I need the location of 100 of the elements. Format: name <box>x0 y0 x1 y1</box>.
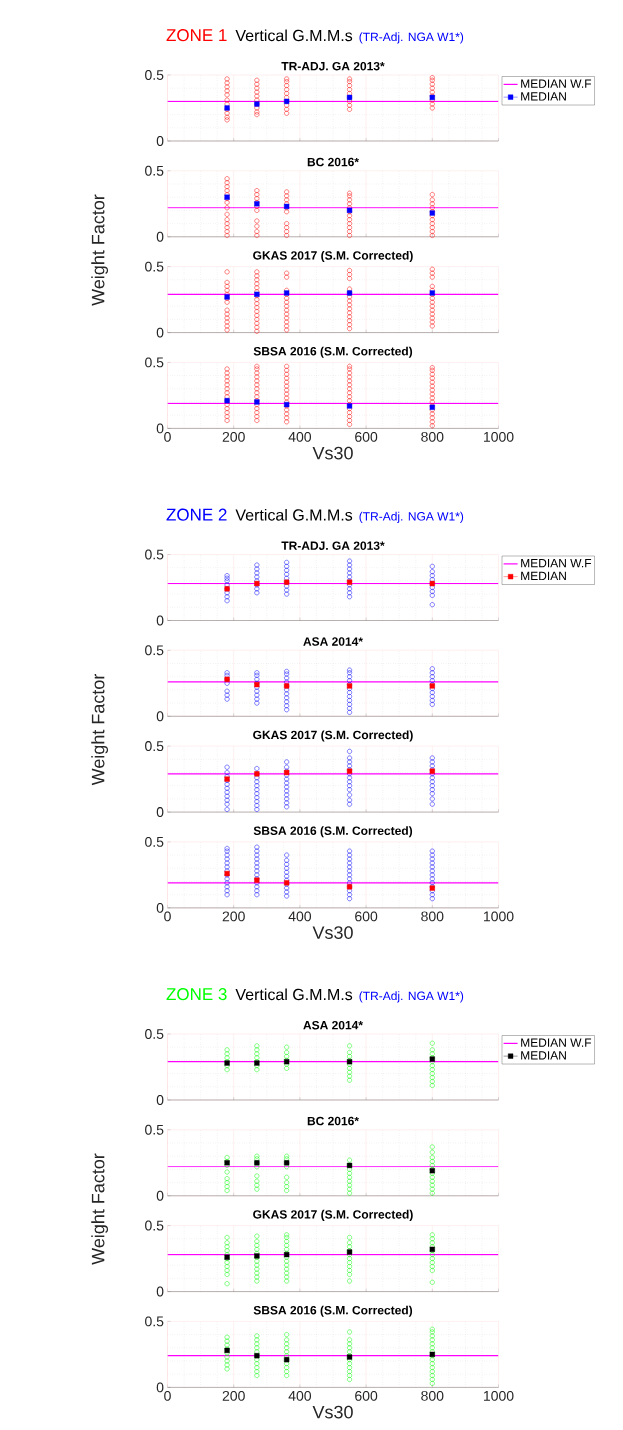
point <box>347 1170 352 1176</box>
point <box>284 1184 290 1189</box>
point <box>347 79 352 85</box>
point <box>224 582 230 588</box>
point <box>254 807 260 812</box>
point <box>429 1083 435 1088</box>
point <box>254 320 260 326</box>
point <box>254 1173 260 1179</box>
point <box>347 1271 352 1277</box>
point <box>284 885 290 891</box>
point <box>429 299 435 305</box>
point <box>284 1065 290 1071</box>
point <box>254 766 260 771</box>
point <box>347 888 352 894</box>
point <box>429 270 435 276</box>
point <box>224 1244 230 1250</box>
y-tick-label: 0 <box>156 807 164 818</box>
legend-label: MEDIAN <box>521 92 566 101</box>
point <box>347 1174 352 1180</box>
point <box>254 1369 260 1374</box>
point <box>429 423 435 429</box>
point <box>429 569 435 575</box>
point <box>284 371 290 377</box>
y-tick-label: 0 <box>156 1095 164 1105</box>
point <box>254 791 260 797</box>
point <box>254 1373 260 1378</box>
point <box>347 1264 352 1269</box>
point <box>347 590 352 596</box>
point <box>224 876 230 882</box>
point <box>429 674 435 680</box>
point <box>284 861 290 867</box>
point <box>284 1349 290 1355</box>
x-tick-label: 0 <box>164 1390 171 1401</box>
point <box>347 670 352 676</box>
y-tick-label: 0.5 <box>145 357 164 368</box>
point <box>224 1248 230 1254</box>
point <box>224 299 230 305</box>
point <box>347 366 352 372</box>
point <box>224 80 230 86</box>
point <box>254 418 260 423</box>
point <box>347 229 352 234</box>
point <box>429 1264 435 1269</box>
chart-title: TR-ADJ. GA 2013* <box>281 61 385 71</box>
point <box>284 225 290 231</box>
point <box>347 1341 352 1347</box>
text: Vertical G.M.M.s <box>235 508 353 521</box>
point <box>347 378 352 384</box>
point <box>284 295 290 301</box>
point <box>224 233 230 238</box>
point <box>284 367 290 373</box>
point <box>429 197 435 203</box>
point <box>347 233 352 238</box>
chart-title: GKAS 2017 (S.M. Corrected) <box>253 1209 413 1222</box>
point <box>224 287 230 293</box>
point <box>254 77 260 83</box>
point <box>224 594 230 600</box>
point <box>347 1349 352 1355</box>
x-axis-title: Vs30 <box>312 446 353 460</box>
point <box>429 1232 435 1238</box>
point <box>347 398 352 404</box>
point <box>429 1326 435 1332</box>
point <box>429 563 435 569</box>
point <box>224 225 230 231</box>
point <box>429 411 435 417</box>
point <box>429 1144 435 1150</box>
point <box>254 1156 260 1162</box>
point <box>254 112 260 118</box>
x-tick-label: 800 <box>421 1390 444 1401</box>
point <box>254 363 260 369</box>
point <box>284 1262 290 1268</box>
point <box>284 1270 290 1276</box>
point <box>254 1051 260 1057</box>
point <box>254 81 260 87</box>
chart-title: BC 2016* <box>307 1116 359 1126</box>
point <box>284 91 290 96</box>
point <box>347 860 352 866</box>
point <box>347 852 352 858</box>
y-tick-label: 0.5 <box>145 836 164 847</box>
point <box>347 787 352 793</box>
point <box>347 1365 352 1371</box>
point <box>284 893 290 899</box>
point <box>347 310 352 316</box>
point <box>254 277 260 283</box>
point <box>347 106 352 112</box>
point <box>224 279 230 285</box>
point <box>347 98 352 104</box>
point <box>254 89 260 95</box>
point <box>347 294 352 300</box>
point <box>284 780 290 786</box>
point <box>224 217 230 223</box>
point <box>284 1365 290 1371</box>
point <box>254 305 260 310</box>
point <box>254 196 260 201</box>
point <box>254 1333 260 1339</box>
point <box>429 1260 435 1265</box>
legend-label: MEDIAN W.F <box>521 559 592 568</box>
point <box>224 1188 230 1193</box>
point <box>284 703 290 709</box>
chart-title: SBSA 2016 (S.M. Corrected) <box>253 346 413 358</box>
point <box>284 671 290 677</box>
